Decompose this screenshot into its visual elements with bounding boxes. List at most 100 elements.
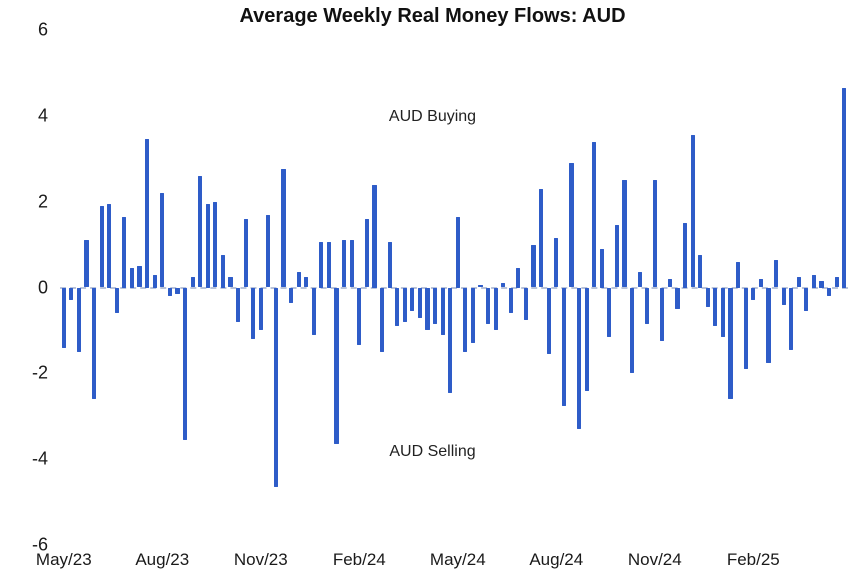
bar — [175, 287, 180, 294]
bar — [432, 287, 438, 324]
bar — [160, 193, 165, 288]
bar — [448, 287, 453, 393]
bar — [842, 87, 847, 288]
bar — [417, 287, 422, 318]
bar — [281, 169, 286, 288]
bar — [402, 287, 407, 322]
y-axis: 6 4 2 0 -2 -4 -6 — [0, 20, 52, 555]
bar — [546, 287, 551, 355]
bar — [410, 287, 415, 312]
bar — [501, 283, 506, 288]
bar — [235, 287, 241, 322]
x-tick-label: Feb/24 — [332, 550, 386, 569]
bar — [395, 287, 400, 327]
bar — [334, 287, 339, 445]
bar — [758, 278, 763, 288]
bar — [652, 180, 657, 288]
bar — [713, 287, 718, 327]
bar — [167, 287, 172, 297]
bar — [554, 238, 559, 288]
bar — [751, 287, 756, 301]
bar — [425, 287, 430, 331]
bar — [84, 240, 89, 288]
bar — [243, 218, 248, 288]
x-axis: May/23 Aug/23 Nov/23 Feb/24 May/24 Aug/24 Nov/… — [36, 548, 848, 574]
bar — [296, 272, 301, 288]
x-tick-label: Aug/23 — [135, 550, 190, 569]
bar — [728, 287, 733, 400]
bar — [463, 287, 468, 352]
bar — [804, 287, 809, 312]
bar — [69, 287, 74, 301]
bar — [819, 281, 824, 288]
bar — [516, 268, 521, 288]
bar — [576, 287, 582, 430]
bar — [698, 255, 703, 288]
x-tick-label: May/23 — [35, 550, 92, 569]
bar — [311, 287, 316, 335]
bar — [796, 276, 801, 288]
zero-line — [60, 286, 848, 289]
bar — [182, 287, 188, 440]
bar — [637, 272, 642, 288]
bar — [743, 287, 748, 370]
bar — [319, 242, 324, 288]
bar — [629, 287, 635, 374]
x-tick-label: Nov/24 — [627, 550, 682, 569]
bar — [92, 287, 97, 400]
bar — [675, 287, 680, 309]
bar — [455, 216, 460, 288]
bar — [76, 287, 81, 352]
y-tick-label: 4 — [37, 105, 48, 126]
bar — [773, 259, 779, 288]
bar — [61, 287, 66, 348]
bar — [508, 287, 513, 314]
plot-area — [60, 30, 848, 545]
bar — [114, 287, 119, 314]
bar — [440, 287, 445, 335]
bar — [228, 276, 233, 288]
bar — [145, 139, 150, 288]
bar — [614, 225, 619, 288]
bar — [137, 266, 142, 288]
bar — [523, 287, 529, 320]
bar — [811, 274, 816, 288]
bar — [470, 287, 475, 344]
bar — [198, 175, 203, 288]
y-tick-label: -4 — [31, 448, 48, 469]
bar — [667, 278, 672, 288]
bar — [190, 276, 195, 288]
bar — [273, 287, 278, 488]
bar — [107, 203, 112, 288]
y-tick-label: -6 — [31, 534, 48, 555]
x-tick-label: Feb/25 — [726, 550, 780, 569]
bar — [364, 218, 369, 288]
bar — [826, 287, 832, 297]
bar — [379, 287, 385, 352]
bar — [622, 180, 627, 288]
bar — [645, 287, 650, 324]
y-tick-label: 0 — [37, 277, 48, 297]
bar — [213, 201, 218, 288]
bar — [834, 276, 839, 288]
y-tick-label: -2 — [31, 362, 48, 383]
bar — [736, 261, 741, 288]
bar — [539, 188, 544, 288]
chart-title: Average Weekly Real Money Flows: AUD — [239, 5, 626, 27]
bar — [266, 214, 271, 288]
bar — [690, 135, 695, 288]
bar — [387, 242, 392, 288]
bar — [372, 184, 377, 288]
bar — [326, 242, 332, 288]
bar — [569, 163, 574, 288]
x-tick-label: Nov/23 — [233, 550, 288, 569]
bar — [251, 287, 256, 339]
bar — [349, 240, 354, 288]
bar — [607, 287, 612, 337]
bar — [789, 287, 794, 350]
y-tick-label: 6 — [37, 19, 48, 40]
x-tick-label: Aug/24 — [529, 550, 584, 569]
bar — [531, 244, 536, 288]
bar — [660, 287, 665, 342]
